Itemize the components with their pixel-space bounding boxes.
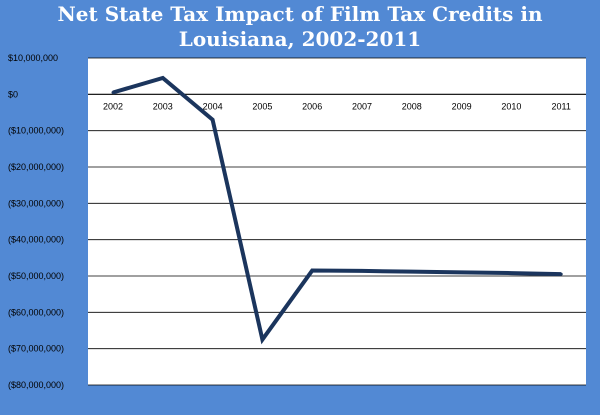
x-tick-label: 2006 bbox=[302, 101, 322, 111]
chart-title-line-1: Net State Tax Impact of Film Tax Credits… bbox=[57, 2, 543, 26]
data-point bbox=[509, 271, 513, 275]
y-tick-label: ($50,000,000) bbox=[8, 271, 64, 281]
x-tick-label: 2009 bbox=[452, 101, 472, 111]
data-point bbox=[161, 76, 165, 80]
gridlines bbox=[88, 57, 586, 386]
y-tick-label: ($60,000,000) bbox=[8, 307, 64, 317]
chart-title-line-2: Louisiana, 2002-2011 bbox=[178, 27, 422, 51]
y-tick-label: ($40,000,000) bbox=[8, 235, 64, 245]
plot-area bbox=[88, 58, 586, 385]
x-tick-label: 2007 bbox=[352, 101, 372, 111]
y-axis-ticks: $10,000,000 $0 ($10,000,000) ($20,000,000) (… bbox=[8, 53, 64, 390]
y-tick-label: ($80,000,000) bbox=[8, 380, 64, 390]
data-point bbox=[559, 272, 563, 276]
data-point bbox=[111, 91, 115, 95]
y-tick-label: ($30,000,000) bbox=[8, 198, 64, 208]
x-tick-label: 2005 bbox=[252, 101, 272, 111]
data-point bbox=[211, 118, 215, 122]
y-tick-label: $0 bbox=[8, 89, 18, 99]
data-point bbox=[360, 269, 364, 273]
x-tick-label: 2011 bbox=[552, 101, 571, 111]
data-point bbox=[260, 338, 264, 342]
x-tick-label: 2010 bbox=[501, 101, 521, 111]
data-point bbox=[410, 270, 414, 274]
x-tick-label: 2008 bbox=[402, 101, 422, 111]
series-line bbox=[112, 75, 562, 345]
y-tick-label: ($20,000,000) bbox=[8, 162, 64, 172]
x-tick-label: 2004 bbox=[203, 101, 223, 111]
data-point bbox=[310, 269, 314, 273]
y-tick-label: ($70,000,000) bbox=[8, 344, 64, 354]
data-point bbox=[460, 270, 464, 274]
x-axis-ticks: 2002 2003 2004 2005 2006 2007 2008 2009 2010 2011 bbox=[103, 101, 571, 111]
x-tick-label: 2002 bbox=[103, 101, 123, 111]
y-tick-label: $10,000,000 bbox=[8, 53, 58, 63]
x-tick-label: 2003 bbox=[153, 101, 173, 111]
chart-title: Net State Tax Impact of Film Tax Credits… bbox=[0, 2, 600, 52]
series-layer bbox=[111, 75, 563, 345]
y-tick-label: ($10,000,000) bbox=[8, 126, 64, 136]
